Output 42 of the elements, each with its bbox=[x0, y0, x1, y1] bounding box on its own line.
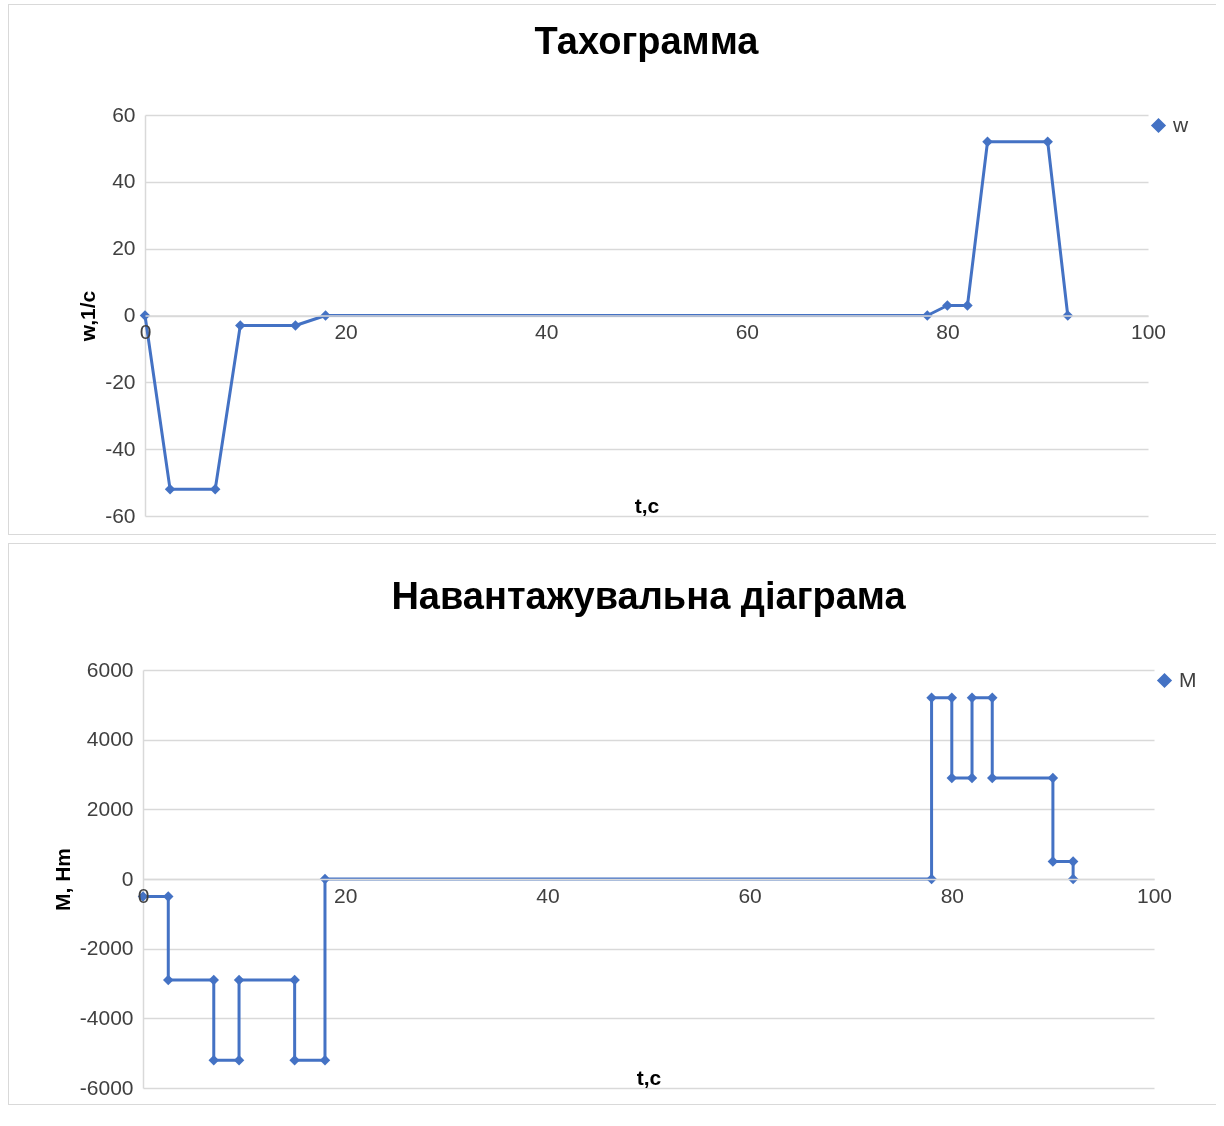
y-axis-title: w,1/c bbox=[76, 290, 100, 343]
x-axis-title: t,c bbox=[634, 493, 660, 517]
legend-label: M bbox=[1179, 667, 1197, 691]
y-tick-label: -6000 bbox=[79, 1075, 134, 1099]
y-tick-label: 6000 bbox=[86, 657, 134, 681]
chart-title: Тахограмма bbox=[534, 20, 760, 62]
x-tick-label: 80 bbox=[936, 320, 960, 343]
x-tick-label: 20 bbox=[334, 320, 358, 343]
x-tick-label: 40 bbox=[535, 320, 559, 343]
point bbox=[982, 136, 993, 147]
point bbox=[1042, 136, 1053, 147]
x-axis-title: t,c bbox=[636, 1065, 662, 1089]
point bbox=[290, 320, 301, 331]
x-tick-label: 100 bbox=[1130, 320, 1167, 343]
x-tick-label: 60 bbox=[738, 883, 762, 907]
y-tick-label: 4000 bbox=[86, 727, 134, 751]
y-tick-label: -40 bbox=[105, 436, 136, 460]
y-tick-label: 20 bbox=[112, 236, 136, 260]
point bbox=[987, 772, 998, 784]
legend-label: w bbox=[1172, 112, 1189, 136]
y-tick-label: -2000 bbox=[79, 936, 134, 960]
x-tick-label: 100 bbox=[1136, 883, 1173, 907]
point bbox=[164, 484, 176, 495]
y-tick-label: -20 bbox=[105, 369, 136, 393]
point bbox=[208, 974, 220, 986]
point bbox=[962, 300, 973, 311]
point bbox=[163, 974, 174, 986]
y-tick-label: 40 bbox=[112, 169, 136, 193]
y-tick-label: -4000 bbox=[79, 1005, 134, 1029]
y-tick-label: -60 bbox=[105, 503, 136, 527]
x-tick-label: 20 bbox=[334, 883, 358, 907]
point bbox=[289, 974, 300, 986]
y-tick-label: 2000 bbox=[86, 796, 134, 820]
x-tick-label: 60 bbox=[735, 320, 759, 343]
y-tick-label: 60 bbox=[112, 102, 136, 126]
x-tick-label: 40 bbox=[536, 883, 560, 907]
y-tick-label: 0 bbox=[123, 303, 136, 326]
chart-title: Навантажувальна діаграма bbox=[391, 575, 907, 617]
x-tick-label: 80 bbox=[940, 883, 964, 907]
y-axis-title: M, Нm bbox=[50, 848, 74, 911]
point bbox=[163, 891, 174, 902]
y-tick-label: 0 bbox=[121, 866, 134, 890]
